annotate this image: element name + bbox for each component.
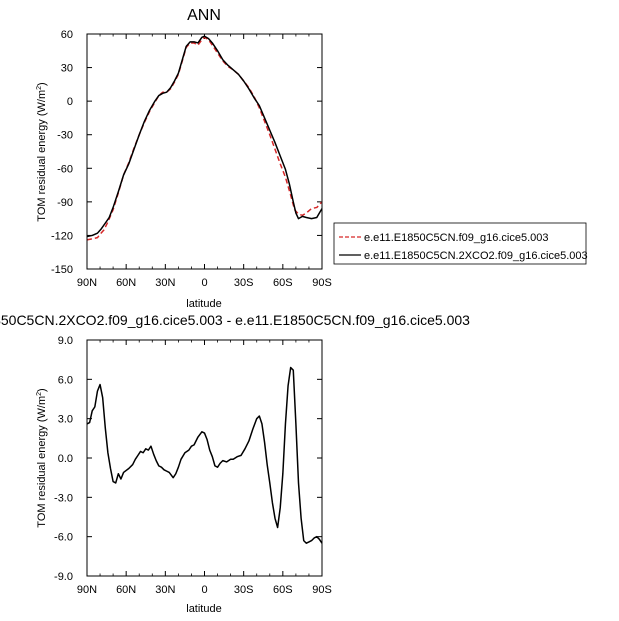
top-chart-x-tick-label: 90S bbox=[312, 277, 332, 289]
top-chart: ANN 90N 60N 30N 0 30S 60S 90S 60 30 0 -30 -60 -90 -12… bbox=[36, 7, 588, 310]
bottom-chart-x-tick-label: 90N bbox=[77, 584, 97, 596]
top-chart-x-tick-label: 60S bbox=[273, 277, 293, 289]
top-chart-y-tick-label: -30 bbox=[57, 130, 73, 142]
top-chart-x-tick-label: 30S bbox=[234, 277, 254, 289]
bottom-chart-y-tick-label: 0.0 bbox=[58, 453, 73, 465]
bottom-chart-ticks: 90N 60N 30N 0 30S 60S 90S 9.0 6.0 3.0 0.0 -3.0 -6.0 -… bbox=[54, 335, 332, 596]
bottom-chart-x-tick-label: 90S bbox=[312, 584, 332, 596]
bottom-chart-x-tick-label: 60N bbox=[116, 584, 136, 596]
top-chart-series-1 bbox=[86, 35, 323, 238]
top-chart-x-tick-label: 90N bbox=[77, 277, 97, 289]
top-chart-y-tick-label: -90 bbox=[57, 197, 73, 209]
top-chart-y-axis-label: TOM residual energy (W/m2) bbox=[36, 82, 48, 221]
top-chart-plot-frame bbox=[86, 33, 323, 270]
bottom-chart-x-tick-label: 30N bbox=[155, 584, 175, 596]
top-chart-title: ANN bbox=[187, 7, 221, 24]
bottom-chart-y-tick-label: -9.0 bbox=[54, 571, 73, 583]
top-chart-series bbox=[86, 35, 323, 241]
top-chart-series-0 bbox=[86, 36, 323, 241]
top-chart-y-tick-label: -150 bbox=[51, 264, 73, 276]
legend: e.e11.E1850C5CN.f09_g16.cice5.003 e.e11.… bbox=[333, 222, 588, 265]
top-chart-x-axis-label: latitude bbox=[186, 298, 221, 310]
bottom-chart-y-tick-label: -3.0 bbox=[54, 492, 73, 504]
bottom-chart-x-axis-label: latitude bbox=[186, 603, 221, 615]
top-chart-ticks: 90N 60N 30N 0 30S 60S 90S 60 30 0 -30 -60 -90 -120 -15… bbox=[51, 29, 332, 289]
bottom-chart: e.e11.E1850C5CN.2XCO2.f09_g16.cice5.003 … bbox=[0, 312, 470, 615]
bottom-chart-y-tick-label: 6.0 bbox=[58, 374, 73, 386]
top-chart-y-tick-label: 60 bbox=[61, 29, 73, 41]
legend-label-control: e.e11.E1850C5CN.f09_g16.cice5.003 bbox=[364, 232, 549, 244]
bottom-chart-y-tick-label: -6.0 bbox=[54, 532, 73, 544]
top-chart-y-tick-label: 30 bbox=[61, 63, 73, 75]
bottom-chart-x-tick-label: 0 bbox=[201, 584, 207, 596]
legend-box bbox=[333, 222, 587, 265]
bottom-chart-plot-frame bbox=[86, 339, 323, 577]
bottom-chart-series-0 bbox=[86, 366, 323, 544]
top-chart-y-tick-label: 0 bbox=[67, 96, 73, 108]
bottom-chart-y-tick-label: 3.0 bbox=[58, 414, 73, 426]
bottom-chart-title: e.e11.E1850C5CN.2XCO2.f09_g16.cice5.003 … bbox=[0, 312, 470, 328]
top-chart-x-tick-label: 30N bbox=[155, 277, 175, 289]
top-chart-x-tick-label: 0 bbox=[201, 277, 207, 289]
bottom-chart-y-axis-label: TOM residual energy (W/m2) bbox=[36, 388, 48, 527]
top-chart-x-tick-label: 60N bbox=[116, 277, 136, 289]
bottom-chart-series bbox=[86, 366, 323, 544]
top-chart-y-tick-label: -60 bbox=[57, 163, 73, 175]
bottom-chart-y-tick-label: 9.0 bbox=[58, 335, 73, 347]
top-chart-y-tick-label: -120 bbox=[51, 230, 73, 242]
bottom-chart-x-tick-label: 30S bbox=[234, 584, 254, 596]
legend-label-2xco2: e.e11.E1850C5CN.2XCO2.f09_g16.cice5.003 bbox=[364, 250, 588, 262]
bottom-chart-x-tick-label: 60S bbox=[273, 584, 293, 596]
